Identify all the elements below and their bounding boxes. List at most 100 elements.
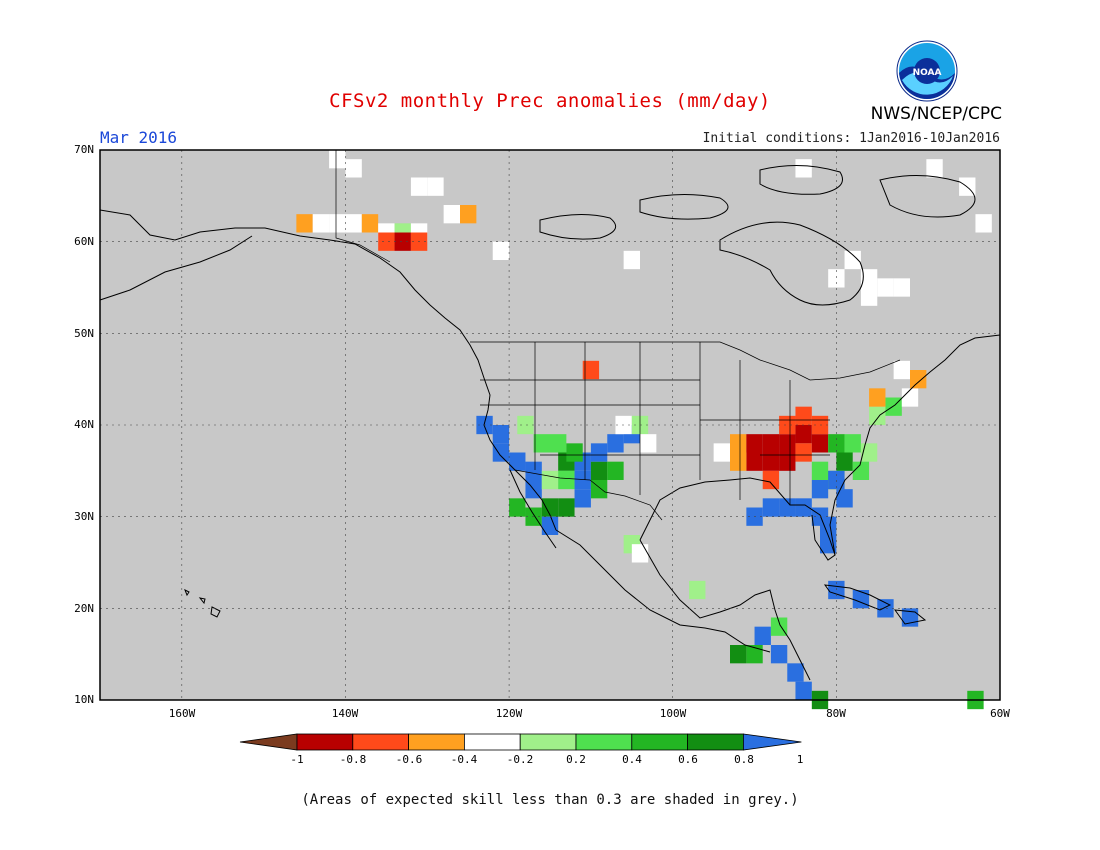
anomaly-cell	[910, 370, 927, 389]
anomaly-cell	[746, 645, 763, 664]
anomaly-cell	[746, 452, 763, 471]
colorbar-tick: -0.8	[339, 753, 367, 766]
colorbar-tick: 0.2	[566, 753, 586, 766]
lon-label: 100W	[659, 707, 687, 720]
anomaly-cell	[828, 269, 845, 288]
lat-label: 60N	[74, 235, 94, 248]
agency-label: NWS/NCEP/CPC	[870, 104, 1002, 124]
anomaly-cell	[394, 232, 411, 251]
lat-label: 20N	[74, 602, 94, 615]
anomaly-cell	[329, 214, 346, 233]
colorbar-swatch	[631, 733, 688, 751]
anomaly-cell	[541, 470, 559, 490]
coastlines	[99, 165, 1001, 681]
anomaly-cell	[517, 415, 534, 435]
anomaly-cell	[844, 434, 861, 453]
anomaly-cell	[509, 452, 526, 471]
valid-month-label: Mar 2016	[100, 128, 178, 147]
lat-label: 10N	[74, 693, 94, 706]
anomaly-cell	[631, 544, 649, 563]
anomaly-cell	[460, 205, 477, 224]
anomaly-cell	[860, 443, 878, 462]
gridlines	[100, 150, 1000, 700]
map-frame	[99, 149, 1001, 701]
anomaly-cell	[779, 452, 796, 471]
anomaly-cell	[623, 250, 640, 270]
colorbar-arrow-high	[743, 733, 802, 751]
colorbar-arrow-low	[239, 733, 298, 751]
anomaly-cell	[590, 461, 608, 480]
anomaly-cell	[541, 498, 559, 517]
anomaly-cell	[640, 434, 657, 453]
anomaly-cell	[770, 617, 788, 636]
logo-text: NOAA	[913, 68, 942, 78]
anomaly-cell	[558, 498, 575, 517]
colorbar-swatch	[408, 733, 465, 751]
map-title: CFSv2 monthly Prec anomalies (mm/day)	[329, 90, 771, 112]
anomaly-cell	[820, 516, 837, 535]
anomaly-cell	[779, 415, 796, 435]
anomaly-cell	[811, 461, 829, 480]
anomaly-cell	[410, 177, 428, 196]
colorbar-tick: 1	[796, 753, 804, 766]
anomaly-cell	[795, 159, 812, 178]
anomaly-cell	[770, 645, 788, 664]
anomaly-cell	[509, 498, 526, 517]
colorbar-tick: 0.8	[734, 753, 754, 766]
colorbar-swatch	[575, 733, 633, 751]
anomaly-cell	[860, 269, 878, 288]
anomaly-cell	[754, 626, 771, 645]
colorbar-swatch	[463, 733, 521, 751]
anomaly-cell	[795, 425, 812, 444]
anomaly-cell	[492, 425, 510, 444]
anomaly-cell	[443, 205, 460, 224]
colorbar-tick: -0.6	[395, 753, 423, 766]
lon-label: 160W	[168, 707, 196, 720]
lon-label: 120W	[495, 707, 523, 720]
lon-label: 60W	[990, 707, 1010, 720]
anomaly-cell	[795, 498, 812, 517]
anomaly-cell	[345, 159, 362, 178]
anomaly-cell	[926, 159, 943, 178]
anomaly-cell	[901, 388, 919, 407]
anomaly-cell	[533, 434, 550, 453]
anomaly-cell	[607, 461, 624, 480]
anomaly-cell	[852, 461, 870, 480]
anomaly-cell	[811, 434, 829, 453]
anomaly-cells	[296, 150, 992, 710]
anomaly-cell	[492, 443, 510, 462]
anomaly-cell	[795, 406, 812, 425]
political-boundaries	[335, 150, 901, 521]
colorbar-tick: -1	[290, 753, 304, 766]
anomaly-cell	[779, 498, 796, 517]
anomaly-cell	[762, 470, 780, 490]
anomaly-cell	[590, 443, 608, 462]
noaa-logo: NOAA	[896, 40, 958, 102]
anomaly-cell	[574, 489, 591, 508]
colorbar-tick: -0.2	[506, 753, 534, 766]
anomaly-cell	[836, 489, 853, 508]
anomaly-cell	[877, 278, 894, 297]
anomaly-cell	[852, 590, 870, 609]
anomaly-cell	[566, 443, 583, 462]
anomaly-cell	[689, 580, 706, 600]
lat-label: 70N	[74, 143, 94, 156]
anomaly-cell	[492, 241, 510, 260]
anomaly-cell	[893, 278, 910, 297]
lat-label: 30N	[74, 510, 94, 523]
lon-label: 80W	[826, 707, 846, 720]
anomaly-cell	[378, 232, 395, 251]
colorbar-swatch	[687, 733, 744, 751]
lat-label: 40N	[74, 418, 94, 431]
anomaly-cell	[345, 214, 362, 233]
anomaly-cell	[795, 681, 812, 700]
anomaly-cell	[296, 214, 313, 233]
footnote: (Areas of expected skill less than 0.3 a…	[301, 792, 799, 808]
anomaly-cell	[779, 434, 796, 453]
anomaly-cell	[762, 452, 780, 471]
anomaly-cell	[762, 498, 780, 517]
colorbar-swatch	[296, 733, 354, 751]
anomaly-cell	[828, 434, 845, 453]
anomaly-cell	[869, 406, 886, 425]
